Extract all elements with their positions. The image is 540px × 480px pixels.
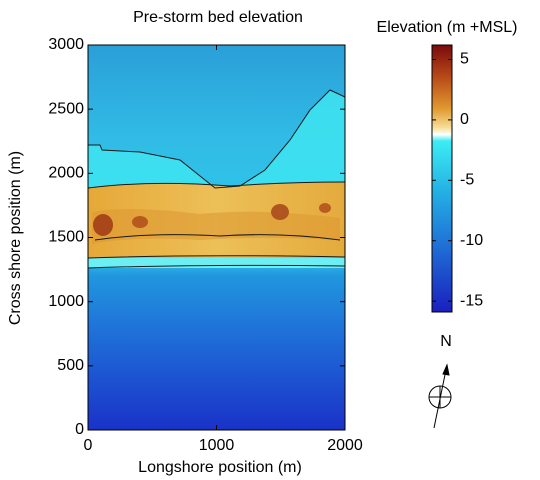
x-axis-label: Longshore position (m) <box>138 459 302 476</box>
x-tick-label: 0 <box>84 437 93 454</box>
y-tick-label: 500 <box>57 357 84 374</box>
north-label: N <box>440 333 452 350</box>
y-axis-label: Cross shore position (m) <box>7 151 24 325</box>
colorbar-tick-label: -5 <box>460 172 474 189</box>
colorbar-tick-label: -10 <box>460 232 483 249</box>
y-tick-label: 1000 <box>48 293 84 310</box>
y-tick-label: 2500 <box>48 100 84 117</box>
north-arrow <box>428 363 452 429</box>
chart-title: Pre-storm bed elevation <box>133 9 303 26</box>
x-tick-label: 1000 <box>199 437 235 454</box>
y-tick-label: 3000 <box>48 36 84 53</box>
y-tick-label: 1500 <box>48 229 84 246</box>
x-tick-label: 2000 <box>327 437 363 454</box>
colorbar-label: Elevation (m +MSL) <box>377 19 518 36</box>
colorbar-tick-label: 0 <box>460 111 469 128</box>
y-tick-label: 0 <box>75 421 84 438</box>
colorbar-tick-label: -15 <box>460 292 483 309</box>
elevation-field <box>87 45 346 430</box>
colorbar-tick-label: 5 <box>460 51 469 68</box>
y-tick-label: 2000 <box>48 165 84 182</box>
colorbar <box>431 44 453 313</box>
